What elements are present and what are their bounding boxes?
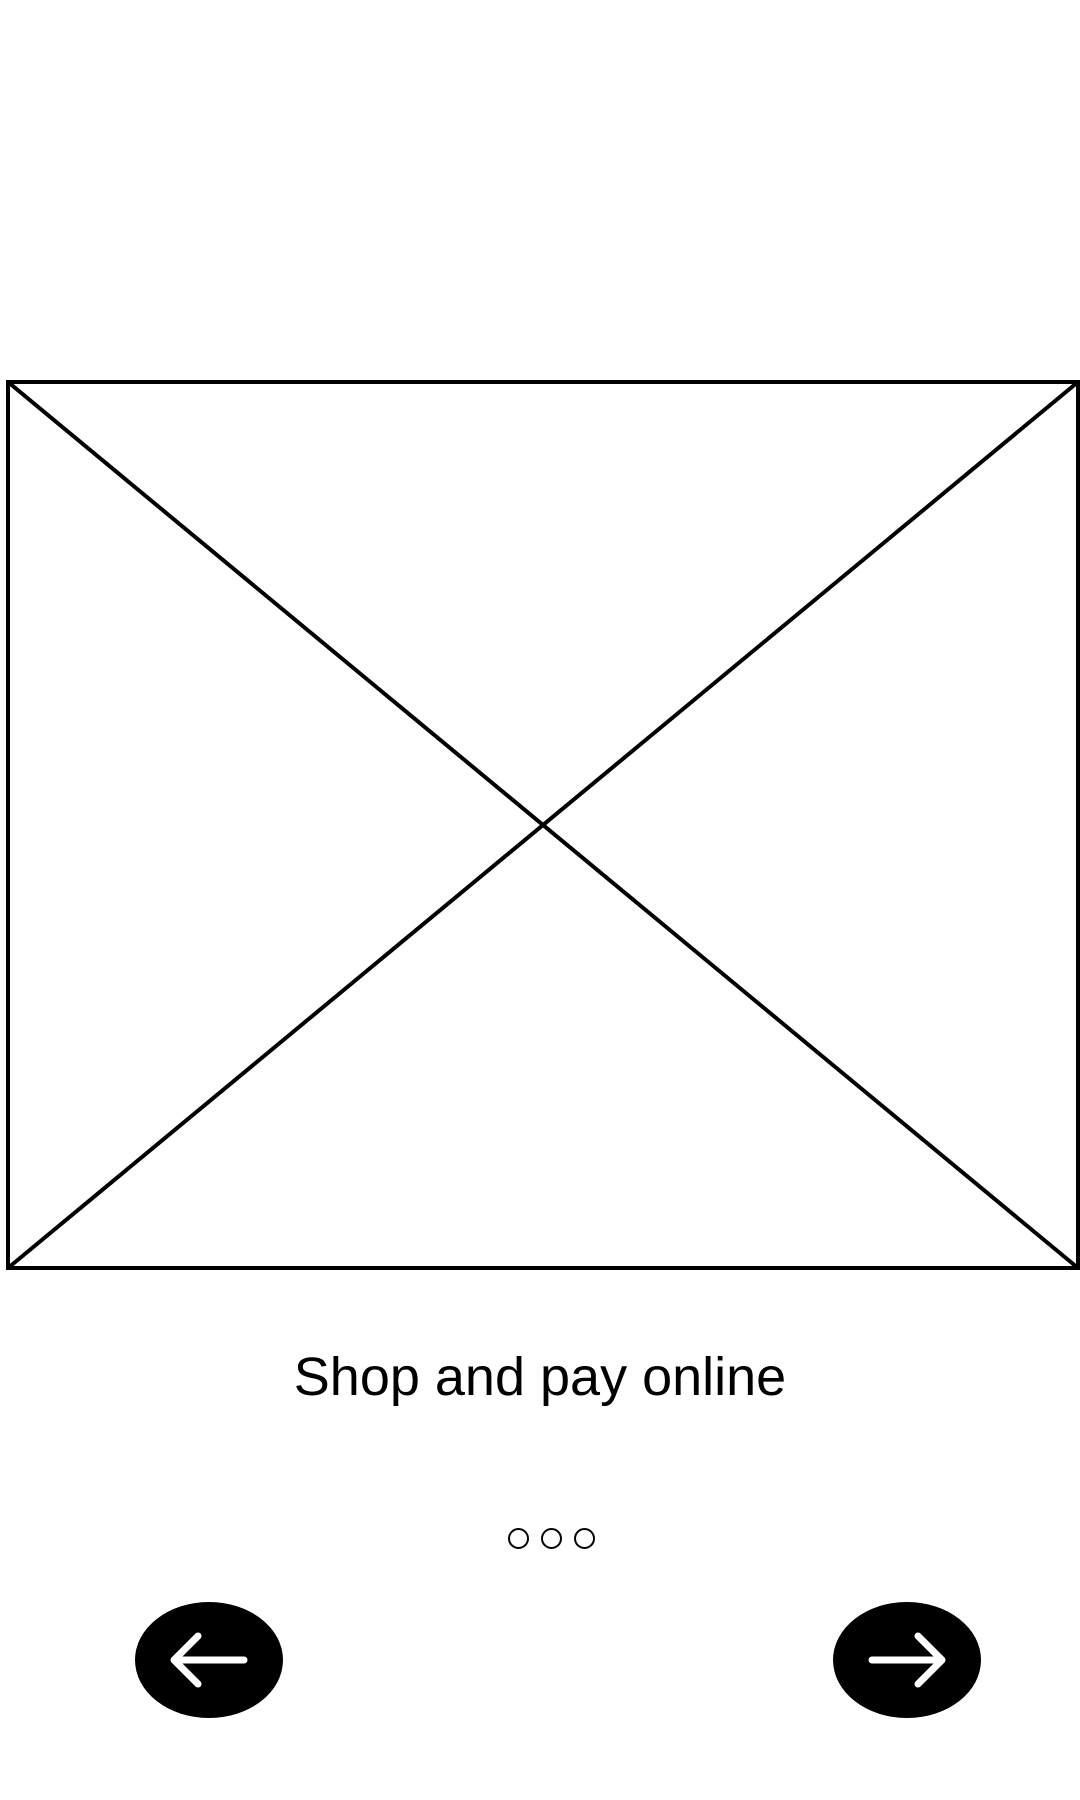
slide-caption: Shop and pay online	[293, 1347, 787, 1407]
page-dot-3[interactable]	[574, 1528, 595, 1549]
arrow-left-icon	[170, 1632, 248, 1688]
page-dot-2[interactable]	[541, 1528, 562, 1549]
arrow-right-icon	[868, 1632, 946, 1688]
page-dot-1[interactable]	[508, 1528, 529, 1549]
previous-button[interactable]	[135, 1602, 283, 1718]
image-placeholder-icon	[6, 380, 1080, 1270]
next-button[interactable]	[833, 1602, 981, 1718]
slide-image-placeholder	[6, 380, 1080, 1270]
page-indicator	[508, 1528, 595, 1549]
